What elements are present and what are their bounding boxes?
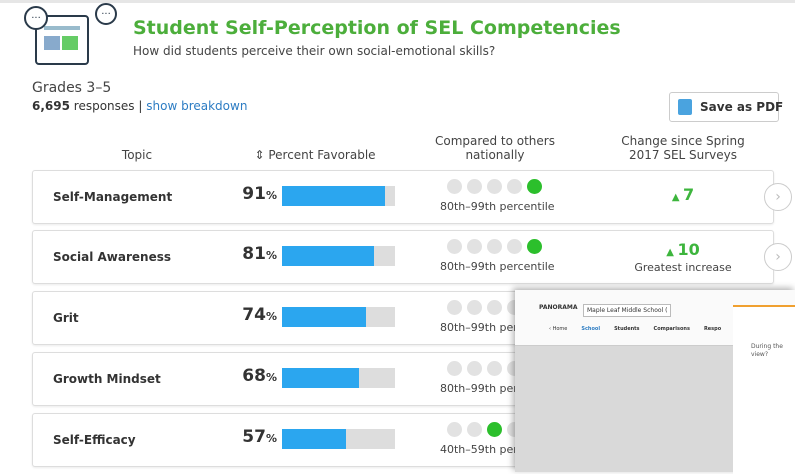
percent-unit: % (266, 310, 277, 323)
pdf-button[interactable]: Save as PDF (669, 92, 779, 122)
overlay-nav-item[interactable]: ‹ Home (549, 326, 567, 332)
percent-value: 74 (242, 305, 266, 325)
rank-dot (487, 422, 502, 437)
responses-label: responses | (74, 99, 143, 113)
rank-dot (467, 422, 482, 437)
pdf-icon (678, 99, 692, 115)
percentile: 80th–99th percentile (440, 260, 555, 273)
rank-dot (447, 239, 462, 254)
rank-dot (487, 361, 502, 376)
col-header[interactable]: ⇕ Percent Favorable (245, 148, 385, 162)
overlay-nav-item[interactable]: School (581, 326, 600, 332)
next-button[interactable]: › (764, 183, 792, 211)
rank-dot (467, 239, 482, 254)
percent-value: 91 (242, 184, 266, 204)
percent: 68% (183, 366, 277, 386)
up-arrow: ▲ (666, 247, 677, 258)
svg-text:···: ··· (101, 9, 111, 20)
col-header: Compared to others nationally (435, 134, 555, 162)
rank-dot (447, 179, 462, 194)
percent-value: 68 (242, 366, 266, 386)
overlay-nav-item[interactable]: Comparisons (654, 326, 690, 332)
row-card[interactable]: Social Awareness 81% 80th–99th percentile ▲… (32, 230, 774, 284)
rank-dot (527, 179, 542, 194)
rank-dot (447, 422, 462, 437)
pdf-label: Save as PDF (700, 100, 783, 114)
bar (282, 368, 359, 388)
grade: Grades 3–5 (32, 80, 111, 96)
bar-track (282, 186, 395, 206)
percent-unit: % (266, 189, 277, 202)
header-icon: ··· ··· (22, 2, 122, 68)
percent-value: 57 (242, 427, 266, 447)
percentile: 80th–99th percentile (440, 200, 555, 213)
topic: Self-Efficacy (53, 433, 136, 447)
rank-dot (467, 300, 482, 315)
overlay-nav: ‹ Home School Students Comparisons Respo (549, 326, 735, 332)
rank-dot (507, 239, 522, 254)
responses: 6,695 responses | show breakdown (32, 99, 247, 113)
bar-track (282, 307, 395, 327)
title: Student Self-Perception of SEL Competenc… (133, 17, 621, 39)
subtitle: How did students perceive their own soci… (133, 44, 495, 58)
page: ··· ··· Student Self-Perception of SEL C… (0, 0, 795, 472)
rank-dot (487, 179, 502, 194)
topic: Grit (53, 311, 79, 325)
rank-dot (527, 239, 542, 254)
rank-dot (467, 361, 482, 376)
bar (282, 307, 366, 327)
percent-value: 81 (242, 244, 266, 264)
overlay-window: PANORAMA Maple Leaf Middle School ( ‹ Ho… (515, 290, 795, 472)
modal-line: view? (751, 351, 768, 358)
overlay-school: Maple Leaf Middle School ( (583, 304, 671, 317)
modal-line: During the (751, 343, 783, 350)
percent: 57% (183, 427, 277, 447)
next-button[interactable]: › (764, 243, 792, 271)
overlay-nav-item[interactable]: Respo (704, 326, 721, 332)
percent-unit: % (266, 249, 277, 262)
svg-text:···: ··· (31, 13, 41, 24)
topic: Growth Mindset (53, 372, 161, 386)
topic: Self-Management (53, 190, 172, 204)
bar (282, 246, 374, 266)
change-value: 10 (677, 240, 699, 259)
bar-track (282, 246, 395, 266)
change: ▲ 7 (613, 185, 753, 204)
change: ▲ 10 (613, 240, 753, 259)
breakdown-link[interactable]: show breakdown (146, 99, 247, 113)
rank-dot (487, 239, 502, 254)
overlay-logo: PANORAMA (539, 304, 578, 311)
col-label: Percent Favorable (268, 148, 375, 162)
rank-dot (507, 179, 522, 194)
change-value: 7 (683, 185, 694, 204)
percent: 74% (183, 305, 277, 325)
up-arrow: ▲ (672, 192, 683, 203)
bar (282, 429, 346, 449)
topic: Social Awareness (53, 250, 171, 264)
percent-unit: % (266, 371, 277, 384)
percent: 91% (183, 184, 277, 204)
bar-track (282, 368, 395, 388)
rank-dot (447, 300, 462, 315)
sort-icon: ⇕ (254, 148, 268, 162)
overlay-nav-item[interactable]: Students (614, 326, 639, 332)
col-header: Change since Spring 2017 SEL Surveys (608, 134, 758, 162)
responses-count: 6,695 (32, 99, 70, 113)
bar (282, 186, 385, 206)
percent-unit: % (266, 432, 277, 445)
col-header: Topic (87, 148, 187, 162)
percent: 81% (183, 244, 277, 264)
rank-dot (467, 179, 482, 194)
rank-dot (487, 300, 502, 315)
change-note: Greatest increase (613, 261, 753, 274)
bar-track (282, 429, 395, 449)
rank-dot (447, 361, 462, 376)
row-card[interactable]: Self-Management 91% 80th–99th percentile ▲ … (32, 170, 774, 224)
